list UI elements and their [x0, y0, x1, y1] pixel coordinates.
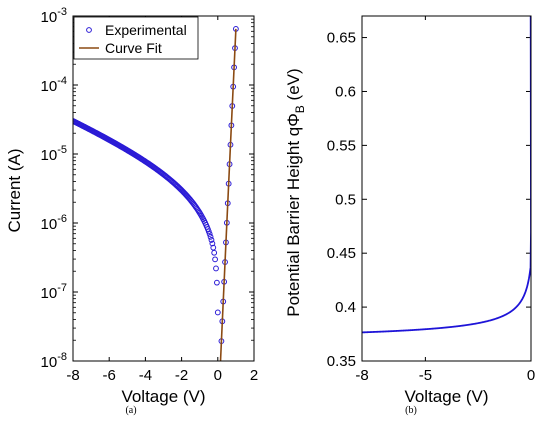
x-tick-label-a: 2: [250, 367, 258, 384]
experimental-markers: [73, 26, 239, 345]
experimental-point: [207, 233, 214, 240]
x-tick-label-a: -8: [66, 367, 79, 384]
y-tick-label-a: 10-4: [41, 75, 67, 95]
y-tick-label-b: 0.45: [327, 245, 356, 262]
panel-label-a: (a): [125, 405, 137, 416]
y-tick-label-b: 0.35: [327, 353, 356, 370]
x-tick-label-b: 0: [527, 367, 535, 384]
x-tick-label-a: -4: [139, 367, 152, 384]
axes-box-b: [361, 15, 532, 362]
chart-b-barrier-height-vs-voltage: -8 -5 0 0.35 0.4 0.45 0.5 0.55 0.6 0.65 Voltage (V…: [284, 15, 535, 406]
legend-box-a: [73, 16, 199, 60]
barrier-height-line: [362, 16, 531, 334]
legend-marker-experimental: [86, 27, 92, 33]
experimental-point: [205, 228, 212, 235]
y-tick-label-b: 0.65: [327, 30, 356, 47]
y-tick-label-a: 10-6: [41, 213, 67, 233]
y-tick-label-a: 10-8: [41, 351, 67, 371]
experimental-point: [213, 265, 219, 272]
y-tick-label-b: 0.6: [335, 83, 356, 100]
x-axis-label-a: Voltage (V): [121, 387, 205, 406]
y-axis-label-b: Potential Barrier Height qΦB (eV): [284, 68, 307, 316]
x-axis-label-b: Voltage (V): [404, 387, 488, 406]
y-tick-label-b: 0.5: [335, 191, 356, 208]
legend-label-experimental: Experimental: [105, 22, 187, 38]
curve-fit-line: [219, 28, 237, 361]
y-tick-label-a: 10-5: [41, 144, 67, 164]
x-tick-label-b: -8: [355, 367, 368, 384]
axes-box-a: [72, 15, 255, 362]
x-tick-label-a: 0: [214, 367, 222, 384]
legend-a: Experimental Curve Fit: [73, 16, 199, 60]
x-tick-label-a: -2: [175, 367, 188, 384]
y-tick-label-b: 0.55: [327, 137, 356, 154]
y-tick-label-a: 10-3: [41, 6, 67, 26]
experimental-point: [206, 231, 213, 237]
y-axis-label-a: Current (A): [5, 148, 24, 232]
experimental-point: [213, 279, 220, 286]
experimental-point: [212, 256, 218, 263]
legend-label-curve-fit: Curve Fit: [105, 40, 162, 56]
x-tick-label-b: -5: [419, 367, 432, 384]
y-tick-label-a: 10-7: [41, 282, 67, 302]
experimental-point: [208, 237, 215, 243]
chart-a-current-vs-voltage: -8 -6 -4 -2 0 2 10-8 10-7 10-6 10-5 10-4 10-3 Experi…: [5, 6, 258, 406]
experimental-point: [211, 249, 218, 256]
panel-label-b: (b): [405, 405, 417, 416]
x-tick-label-a: -6: [103, 367, 116, 384]
experimental-point: [214, 309, 221, 316]
y-tick-label-b: 0.4: [335, 299, 356, 316]
